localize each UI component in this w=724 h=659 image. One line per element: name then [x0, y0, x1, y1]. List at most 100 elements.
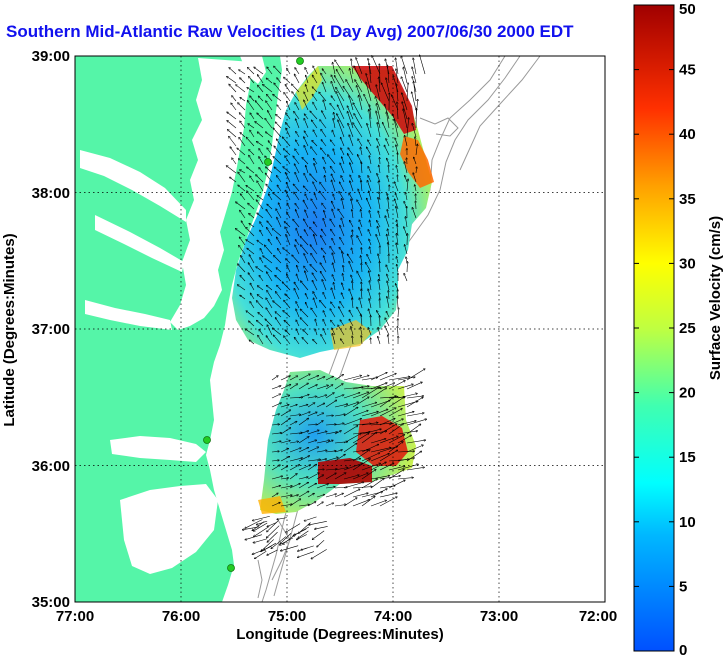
velocity-arrow: [396, 284, 399, 291]
velocity-arrow: [294, 192, 300, 201]
velocity-arrow: [352, 433, 369, 444]
velocity-arrow: [361, 336, 362, 345]
velocity-arrow: [358, 189, 363, 201]
velocity-arrow: [361, 453, 380, 462]
velocity-arrow: [267, 285, 273, 291]
velocity-arrow: [356, 58, 363, 75]
velocity-arrow: [314, 194, 318, 201]
velocity-arrow: [316, 475, 323, 480]
velocity-arrow: [370, 448, 391, 453]
velocity-arrow: [307, 424, 317, 425]
y-tick-label: 38:00: [32, 185, 70, 202]
velocity-arrow: [361, 181, 363, 192]
velocity-arrow: [320, 263, 327, 273]
colorbar-tick-label: 30: [679, 255, 696, 272]
velocity-arrow: [307, 483, 316, 489]
velocity-arrow: [280, 395, 290, 399]
velocity-arrow: [343, 407, 358, 417]
velocity-arrow: [256, 200, 264, 210]
velocity-arrow: [331, 82, 336, 93]
velocity-arrow: [388, 397, 405, 408]
velocity-arrow: [319, 191, 327, 201]
velocity-arrow: [341, 339, 345, 345]
velocity-arrow: [320, 301, 327, 309]
velocity-arrow: [316, 502, 323, 507]
velocity-arrow: [277, 176, 282, 183]
velocity-arrow: [406, 369, 425, 381]
velocity-arrow: [388, 442, 403, 453]
velocity-arrow: [296, 132, 300, 138]
velocity-arrow: [385, 216, 390, 228]
velocity-arrow: [406, 83, 408, 102]
velocity-arrow: [268, 111, 273, 120]
velocity-arrow: [298, 491, 309, 498]
james-river: [85, 300, 172, 330]
velocity-arrow: [343, 393, 360, 399]
velocity-arrow: [240, 133, 246, 138]
velocity-arrow: [302, 338, 309, 345]
velocity-arrow: [238, 103, 246, 111]
velocity-arrow: [351, 59, 354, 75]
velocity-arrow: [313, 298, 318, 309]
velocity-arrow: [397, 153, 398, 165]
velocity-arrow: [377, 221, 381, 228]
velocity-arrow: [271, 460, 279, 461]
velocity-arrow: [387, 297, 390, 309]
velocity-arrow: [406, 193, 408, 201]
velocity-arrow: [297, 266, 300, 273]
velocity-arrow: [283, 167, 291, 174]
velocity-arrow: [305, 271, 309, 282]
velocity-arrow: [354, 114, 363, 129]
velocity-arrow: [367, 255, 372, 264]
velocity-arrow: [311, 254, 318, 264]
velocity-arrow: [369, 239, 372, 246]
velocity-arrow: [359, 298, 363, 309]
velocity-arrow: [310, 265, 318, 273]
velocity-arrow: [335, 60, 345, 75]
velocity-arrow: [316, 403, 325, 408]
velocity-arrow: [368, 230, 372, 237]
velocity-arrow: [361, 162, 362, 174]
velocity-arrow: [245, 534, 262, 540]
velocity-arrow: [315, 526, 328, 529]
velocity-arrow: [287, 203, 291, 210]
velocity-arrow: [294, 164, 300, 174]
velocity-arrow: [378, 337, 381, 345]
velocity-arrow: [260, 230, 264, 237]
velocity-arrow: [367, 180, 372, 192]
velocity-arrow: [395, 193, 399, 201]
velocity-arrow: [352, 397, 369, 408]
velocity-arrow: [296, 140, 300, 147]
velocity-arrow: [361, 412, 378, 417]
velocity-arrow: [267, 221, 273, 228]
velocity-arrow: [280, 418, 290, 426]
velocity-arrow: [338, 325, 345, 336]
velocity-arrow: [370, 388, 387, 399]
velocity-arrow: [256, 520, 268, 525]
velocity-arrow: [298, 437, 309, 444]
velocity-arrow: [331, 229, 336, 237]
velocity-arrow: [267, 531, 278, 542]
velocity-arrow: [289, 448, 301, 453]
velocity-arrow: [379, 293, 380, 300]
velocity-arrow: [293, 219, 300, 228]
velocity-arrow: [347, 106, 354, 120]
velocity-arrow: [396, 58, 399, 75]
velocity-arrow: [230, 177, 237, 183]
velocity-arrow: [397, 265, 399, 273]
velocity-arrow: [280, 533, 292, 543]
velocity-arrow: [257, 213, 264, 219]
velocity-arrow: [277, 105, 282, 111]
velocity-arrow: [320, 272, 327, 282]
velocity-arrow: [387, 210, 390, 219]
velocity-arrow: [386, 311, 390, 318]
velocity-arrow: [269, 194, 273, 201]
velocity-arrow: [266, 336, 273, 345]
colorbar-ticks: 0 5 10 15 20 25 30 35 40 45 50: [634, 1, 696, 659]
velocity-arrow: [249, 340, 255, 345]
velocity-arrow: [265, 319, 273, 327]
velocity-arrow: [352, 500, 370, 507]
velocity-arrow: [361, 289, 362, 300]
velocity-arrow: [257, 295, 264, 300]
velocity-arrow: [323, 100, 327, 111]
